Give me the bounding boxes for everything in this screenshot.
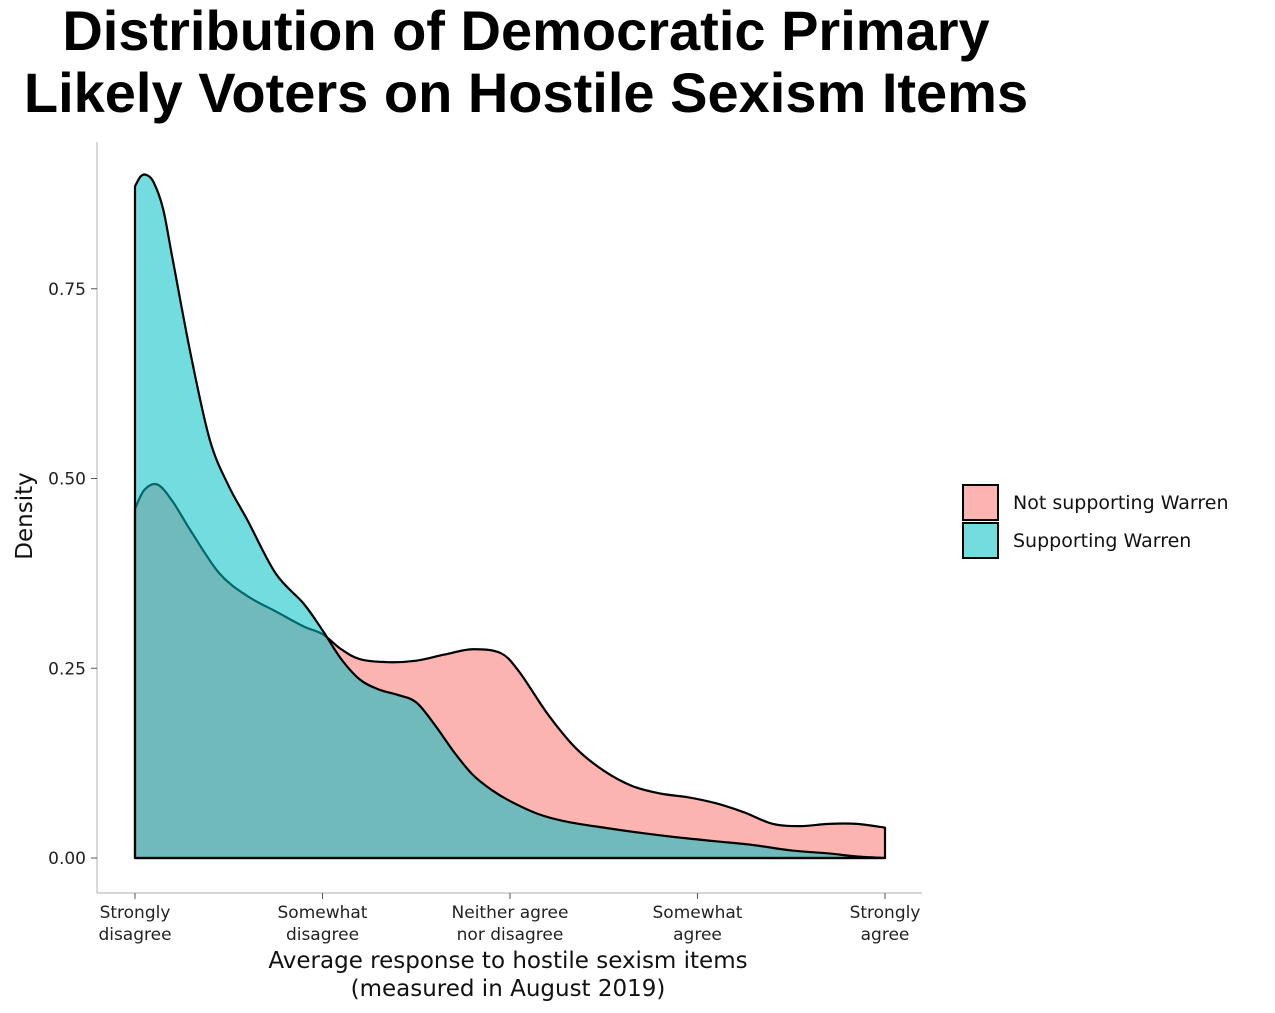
y-tick-label: 0.25 (48, 659, 86, 679)
x-tick-label-line: agree (861, 925, 910, 945)
x-tick-label-line: Strongly (850, 903, 921, 923)
y-axis-title: Density (12, 472, 38, 559)
x-tick-label-line: Somewhat (278, 903, 368, 923)
x-tick-label-line: Somewhat (653, 903, 743, 923)
axis-titles: Average response to hostile sexism items… (12, 472, 748, 1002)
x-tick-label-line: nor disagree (457, 925, 564, 945)
x-tick-label: Somewhat disagree (278, 903, 368, 945)
x-axis-title-line: Average response to hostile sexism items (268, 948, 747, 974)
chart-title-line-2: Likely Voters on Hostile Sexism Items (23, 61, 1029, 124)
x-axis-title: Average response to hostile sexism items… (268, 948, 747, 1002)
x-tick-label-line: disagree (286, 925, 359, 945)
x-tick-label: Somewhat agree (653, 903, 743, 945)
x-tick-label: Strongly disagree (98, 903, 171, 945)
x-tick-label-line: disagree (98, 925, 171, 945)
x-tick-label-line: Neither agree (452, 903, 569, 923)
x-tick-label-line: Strongly (100, 903, 171, 923)
density-area-supporting-warren (133, 173, 887, 860)
chart-title: Distribution of Democratic Primary Likel… (6, 0, 1046, 124)
x-axis-title-line: (measured in August 2019) (351, 976, 666, 1002)
x-tick-label: Strongly agree (850, 903, 921, 945)
y-tick-label: 0.50 (48, 470, 86, 490)
legend-label: Not supporting Warren (1013, 492, 1229, 514)
x-tick-label-line: agree (673, 925, 722, 945)
legend-swatch (962, 484, 999, 521)
x-tick-label: Neither agree nor disagree (452, 903, 569, 945)
y-tick-label: 0.75 (48, 280, 86, 300)
legend-swatch (962, 522, 999, 559)
series-layer (133, 173, 887, 860)
y-tick-label: 0.00 (48, 849, 86, 869)
legend-label: Supporting Warren (1013, 530, 1191, 552)
chart-title-line-1: Distribution of Democratic Primary (62, 0, 990, 62)
legend: Not supporting Warren Supporting Warren (962, 484, 1229, 559)
